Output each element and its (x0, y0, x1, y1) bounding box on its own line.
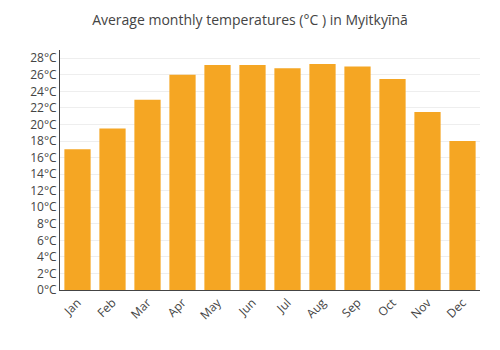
svg-text:Nov: Nov (407, 294, 435, 322)
svg-text:Aug: Aug (302, 294, 330, 322)
svg-text:Dec: Dec (443, 294, 470, 321)
svg-text:14°C: 14°C (30, 165, 57, 182)
svg-text:May: May (196, 294, 225, 323)
svg-text:Oct: Oct (374, 294, 400, 320)
svg-text:Average monthly temperatures (: Average monthly temperatures (°C ) in My… (92, 10, 408, 29)
svg-text:22°C: 22°C (30, 99, 57, 116)
svg-text:6°C: 6°C (37, 232, 57, 249)
svg-text:Feb: Feb (93, 294, 119, 320)
svg-text:8°C: 8°C (37, 215, 57, 232)
svg-text:24°C: 24°C (30, 83, 57, 100)
svg-text:16°C: 16°C (30, 149, 57, 166)
svg-text:12°C: 12°C (30, 182, 57, 199)
svg-text:10°C: 10°C (30, 198, 57, 215)
svg-text:Mar: Mar (127, 294, 155, 322)
svg-text:4°C: 4°C (37, 248, 57, 265)
svg-text:26°C: 26°C (30, 66, 57, 83)
svg-text:Jan: Jan (60, 294, 85, 319)
svg-text:Sep: Sep (338, 294, 365, 321)
svg-text:2°C: 2°C (37, 265, 57, 282)
svg-text:Apr: Apr (164, 294, 190, 320)
svg-text:0°C: 0°C (37, 281, 57, 298)
svg-text:18°C: 18°C (30, 132, 57, 149)
svg-text:Jun: Jun (234, 294, 259, 319)
svg-text:Jul: Jul (272, 294, 294, 316)
svg-text:28°C: 28°C (30, 49, 57, 66)
svg-text:20°C: 20°C (30, 116, 57, 133)
